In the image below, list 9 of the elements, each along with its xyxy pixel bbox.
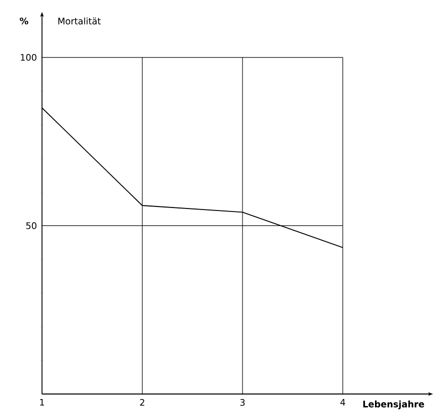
x-tick-label: 3 [240,399,245,406]
chart-title: Mortalität [58,18,101,24]
x-axis-title: Lebensjahre [363,400,424,410]
x-tick-label: 2 [140,399,144,406]
y-tick-label: 100 [20,54,36,61]
y-tick-label: 50 [26,222,36,230]
y-axis-title: % [20,18,28,24]
x-tick-label: 1 [40,399,44,406]
x-tick-label: 4 [340,399,346,406]
